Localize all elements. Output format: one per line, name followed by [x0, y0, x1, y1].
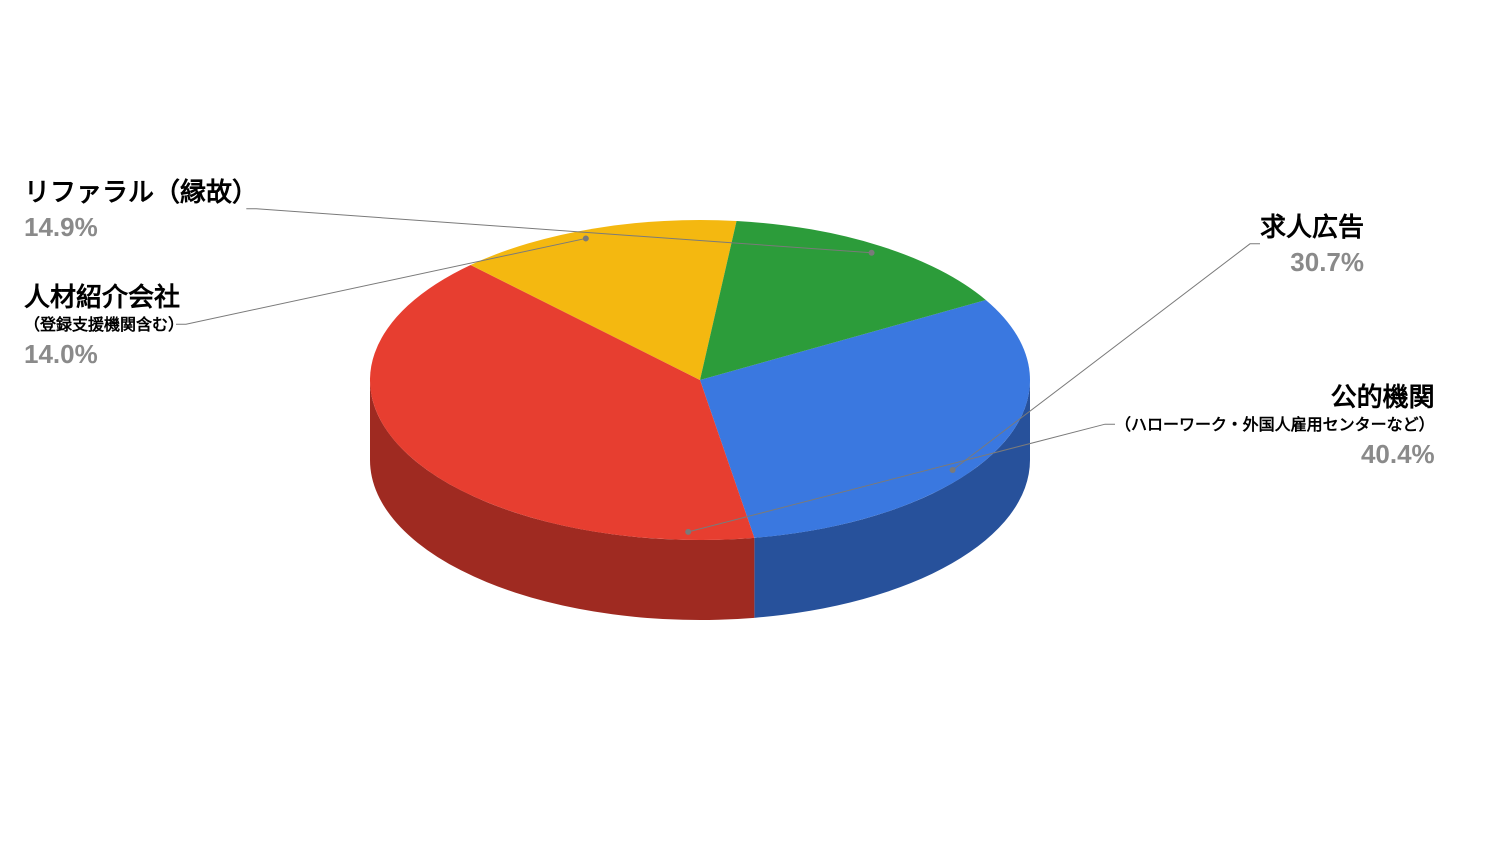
slice-pct-public: 40.4% — [1115, 437, 1435, 472]
slice-label-job_ads: 求人広告30.7% — [1260, 210, 1364, 280]
slice-sub-agency: （登録支援機関含む） — [24, 315, 184, 337]
slice-sub-public: （ハローワーク・外国人雇用センターなど） — [1115, 415, 1435, 437]
slice-label-public: 公的機関（ハローワーク・外国人雇用センターなど）40.4% — [1115, 380, 1435, 472]
slice-title-referral: リファラル（縁故） — [24, 175, 258, 210]
slice-label-agency: 人材紹介会社（登録支援機関含む）14.0% — [24, 280, 184, 372]
slice-label-referral: リファラル（縁故）14.9% — [24, 175, 258, 245]
slice-title-public: 公的機関 — [1115, 380, 1435, 415]
slice-pct-referral: 14.9% — [24, 210, 258, 245]
slice-title-agency: 人材紹介会社 — [24, 280, 184, 315]
slice-pct-agency: 14.0% — [24, 337, 184, 372]
leader-dot-agency — [583, 235, 589, 241]
pie-chart: 求人広告30.7% 公的機関（ハローワーク・外国人雇用センターなど）40.4% 人材… — [0, 0, 1504, 847]
slice-title-job_ads: 求人広告 — [1260, 210, 1364, 245]
leader-dot-public — [685, 529, 691, 535]
slice-pct-job_ads: 30.7% — [1260, 245, 1364, 280]
leader-dot-job_ads — [950, 467, 956, 473]
leader-dot-referral — [869, 250, 875, 256]
